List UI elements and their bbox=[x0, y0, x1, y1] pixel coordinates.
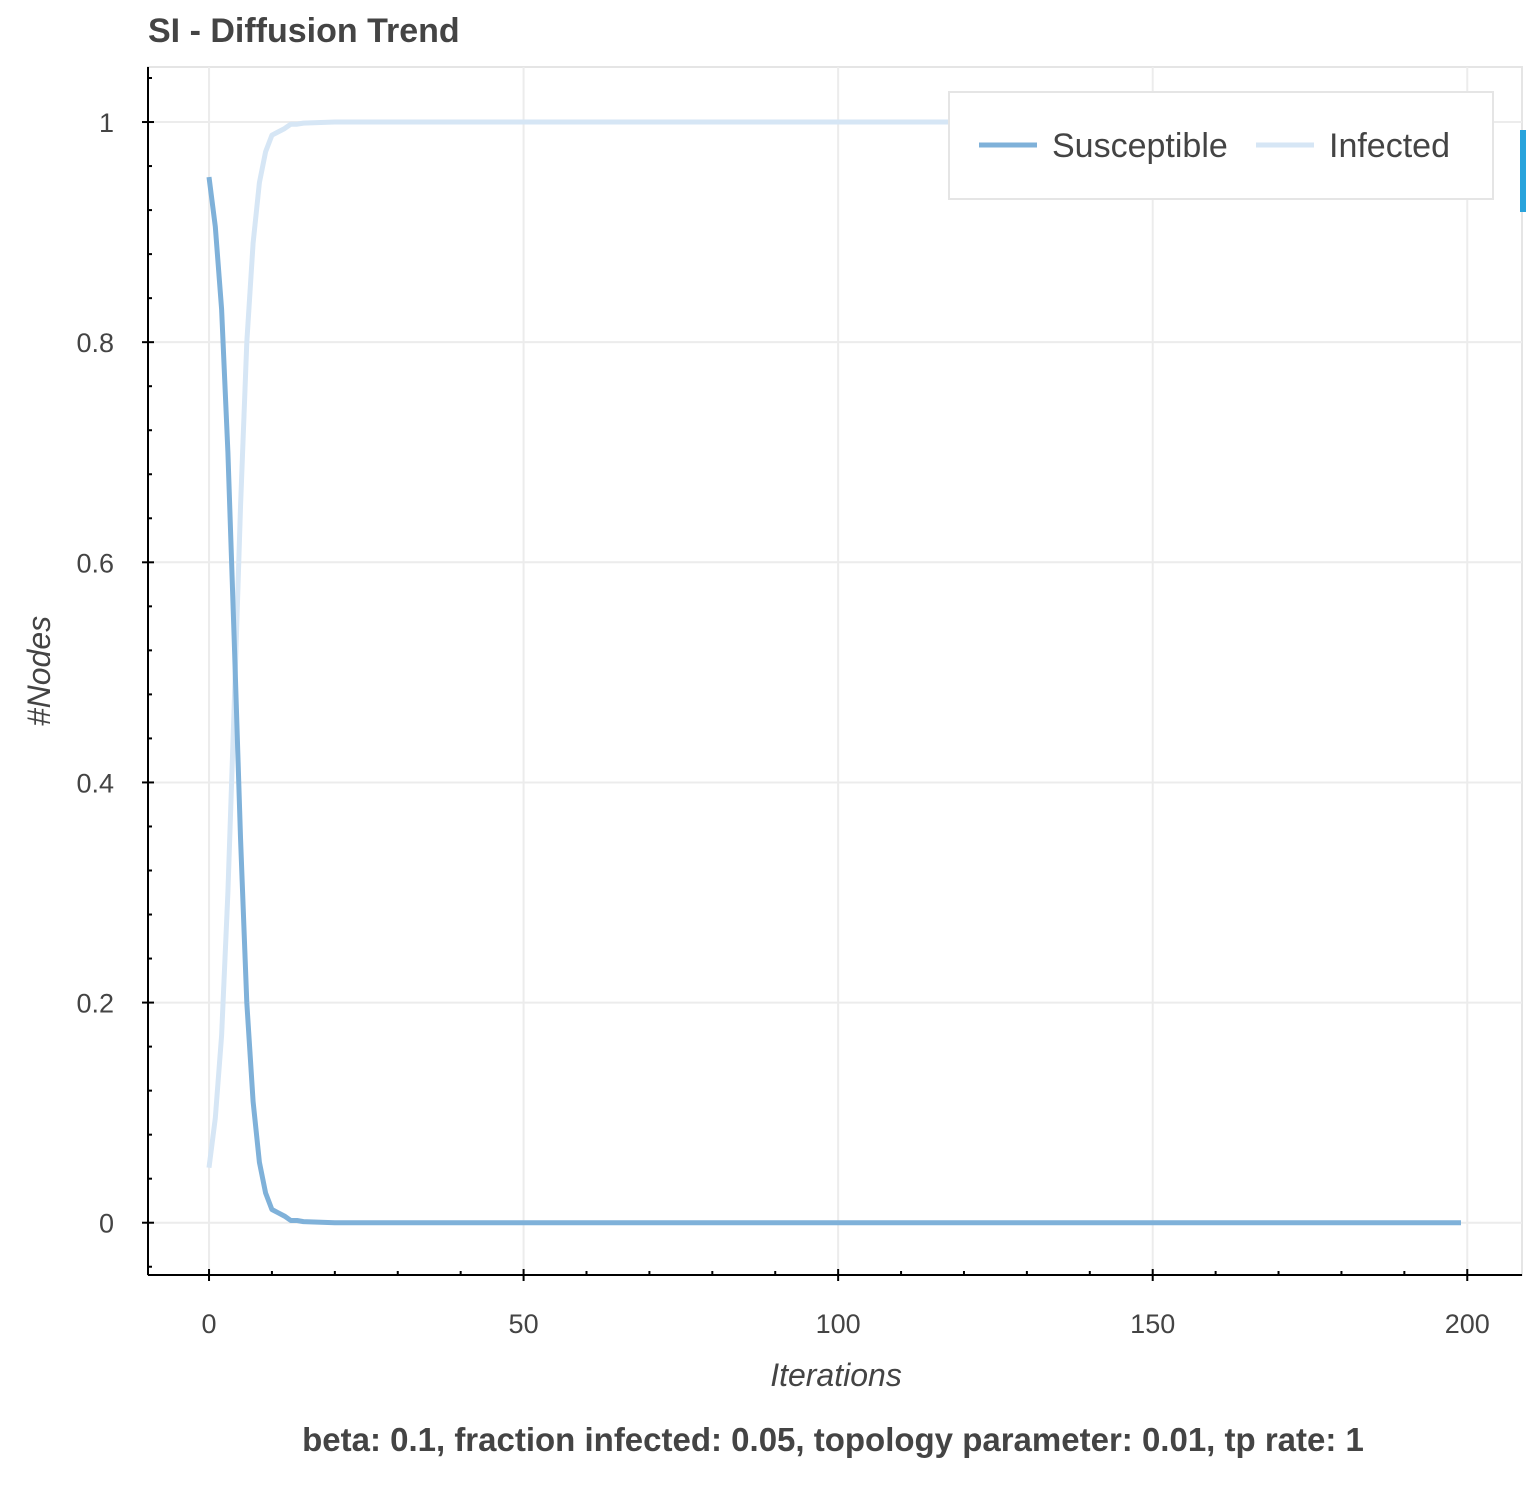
chart-title: SI - Diffusion Trend bbox=[148, 12, 460, 50]
series-lines bbox=[206, 119, 1461, 1226]
x-tick-label: 100 bbox=[816, 1309, 861, 1339]
series-line-susceptible bbox=[206, 176, 1461, 1226]
y-tick-label: 0.8 bbox=[76, 328, 114, 358]
legend-label-susceptible: Susceptible bbox=[1052, 127, 1228, 165]
y-axis-label: #Nodes bbox=[21, 616, 57, 726]
chart-caption: beta: 0.1, fraction infected: 0.05, topo… bbox=[302, 1421, 1364, 1458]
y-tick-label: 1 bbox=[99, 108, 114, 138]
legend: Susceptible Infected bbox=[948, 91, 1494, 200]
axis-ticks: 0 50 100 150 200 0 0.2 0.4 0.6 0.8 1 bbox=[76, 77, 1490, 1339]
y-tick-label: 0.6 bbox=[76, 548, 114, 578]
x-tick-label: 0 bbox=[202, 1309, 217, 1339]
y-tick-label: 0.2 bbox=[76, 989, 114, 1019]
x-axis-label: Iterations bbox=[770, 1357, 902, 1393]
series-line-infected bbox=[206, 119, 1461, 1169]
legend-label-infected: Infected bbox=[1329, 127, 1450, 165]
y-tick-label: 0.4 bbox=[76, 768, 114, 798]
y-tick-label: 0 bbox=[99, 1209, 114, 1239]
edge-indicator bbox=[1520, 130, 1526, 212]
x-tick-label: 150 bbox=[1130, 1309, 1175, 1339]
plot-frame bbox=[147, 66, 1523, 1276]
x-tick-label: 200 bbox=[1445, 1309, 1490, 1339]
x-tick-label: 50 bbox=[509, 1309, 539, 1339]
legend-box bbox=[948, 91, 1494, 200]
